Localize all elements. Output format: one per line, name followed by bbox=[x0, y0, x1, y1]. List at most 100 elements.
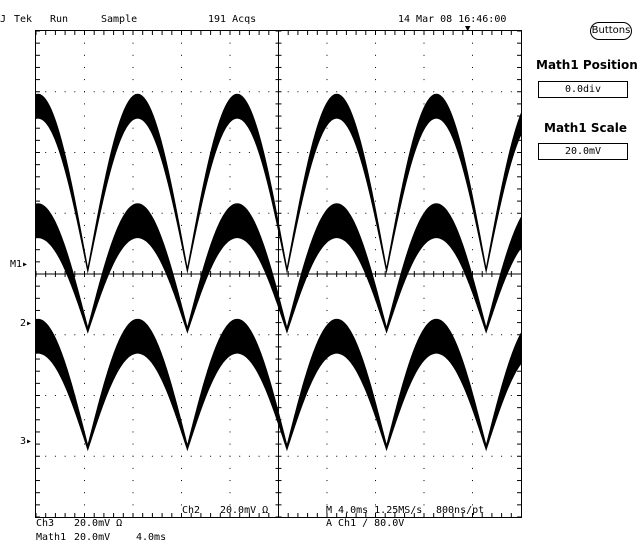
math1-position-field[interactable]: 0.0div bbox=[538, 81, 628, 98]
grid-dot bbox=[132, 127, 134, 129]
grid-dot bbox=[54, 212, 56, 214]
grid-dot bbox=[423, 66, 425, 68]
grid-dot bbox=[181, 176, 182, 178]
grid-dot bbox=[84, 455, 85, 457]
math1-marker[interactable]: M1▸ bbox=[10, 259, 28, 270]
grid-dot bbox=[181, 152, 182, 153]
grid-dot bbox=[491, 334, 493, 336]
date-time: 14 Mar 08 16:46:00 bbox=[398, 14, 507, 25]
grid-dot bbox=[287, 455, 289, 457]
grid-dot bbox=[132, 188, 134, 190]
grid-dot bbox=[297, 152, 299, 153]
trigger-readout: A Ch1 ∕ 80.0V bbox=[326, 518, 405, 529]
grid-dot bbox=[210, 212, 212, 214]
grid-dot bbox=[501, 152, 503, 153]
grid-dot bbox=[326, 91, 328, 93]
grid-dot bbox=[355, 395, 357, 396]
grid-dot bbox=[84, 54, 85, 56]
grid-dot bbox=[326, 164, 328, 166]
grid-dot bbox=[132, 152, 134, 153]
grid-dot bbox=[394, 91, 396, 93]
grid-dot bbox=[93, 212, 95, 214]
grid-dot bbox=[132, 200, 134, 202]
grid-dot bbox=[258, 334, 260, 336]
ch2-trace bbox=[36, 203, 521, 334]
grid-dot bbox=[181, 212, 182, 214]
grid-dot bbox=[384, 395, 386, 396]
grid-dot bbox=[452, 212, 454, 214]
grid-dot bbox=[181, 66, 182, 68]
grid-dot bbox=[472, 419, 473, 421]
ch3-marker[interactable]: 3▸ bbox=[20, 436, 32, 447]
grid-dot bbox=[248, 152, 250, 153]
grid-dot bbox=[122, 212, 124, 214]
grid-dot bbox=[103, 91, 105, 93]
grid-dot bbox=[190, 91, 192, 93]
grid-dot bbox=[210, 91, 212, 93]
grid-dot bbox=[326, 79, 328, 81]
grid-dot bbox=[404, 152, 406, 153]
grid-dot bbox=[287, 334, 289, 336]
grid-dot bbox=[510, 212, 512, 214]
ch2-marker-label: 2 bbox=[20, 318, 27, 329]
grid-dot bbox=[423, 164, 425, 166]
grid-dot bbox=[326, 467, 328, 469]
grid-dot bbox=[122, 395, 124, 396]
grid-dot bbox=[229, 152, 231, 153]
buttons-button[interactable]: Buttons bbox=[590, 22, 632, 40]
grid-dot bbox=[84, 492, 85, 494]
grid-dot bbox=[433, 91, 435, 93]
grid-dot bbox=[74, 334, 76, 336]
grid-dot bbox=[239, 91, 241, 93]
grid-dot bbox=[181, 370, 182, 372]
grid-dot bbox=[375, 152, 376, 153]
grid-dot bbox=[122, 455, 124, 457]
grid-dot bbox=[113, 455, 115, 457]
grid-dot bbox=[229, 176, 231, 178]
grid-dot bbox=[423, 91, 425, 93]
grid-dot bbox=[171, 212, 173, 214]
ch3-readout-label: Ch3 bbox=[36, 518, 55, 529]
grid-dot bbox=[442, 152, 444, 153]
grid-dot bbox=[74, 212, 76, 214]
grid-dot bbox=[161, 455, 163, 457]
ch2-marker[interactable]: 2▸ bbox=[20, 318, 32, 329]
grid-dot bbox=[307, 455, 309, 457]
math1-scale-field[interactable]: 20.0mV bbox=[538, 143, 628, 160]
grid-dot bbox=[258, 395, 260, 396]
grid-dot bbox=[200, 212, 202, 214]
grid-dot bbox=[326, 492, 328, 494]
grid-dot bbox=[84, 309, 85, 311]
grid-dot bbox=[132, 164, 134, 166]
grid-dot bbox=[229, 370, 231, 372]
grid-dot bbox=[229, 285, 231, 287]
grid-dot bbox=[229, 480, 231, 482]
grid-dot bbox=[365, 91, 367, 93]
grid-dot bbox=[375, 492, 376, 494]
grid-dot bbox=[219, 152, 221, 153]
grid-dot bbox=[122, 91, 124, 93]
grid-dot bbox=[93, 395, 95, 396]
grid-dot bbox=[93, 152, 95, 153]
grid-dot bbox=[472, 504, 473, 506]
trigger-position-icon: ▼ bbox=[465, 24, 471, 34]
scope-display[interactable] bbox=[35, 30, 522, 518]
grid-dot bbox=[151, 455, 153, 457]
grid-dot bbox=[84, 346, 85, 348]
grid-dot bbox=[491, 152, 493, 153]
grid-dot bbox=[501, 334, 503, 336]
grid-dot bbox=[229, 188, 231, 190]
grid-dot bbox=[394, 455, 396, 457]
grid-dot bbox=[452, 334, 454, 336]
grid-dot bbox=[84, 443, 85, 445]
ch3-readout-scale: 20.0mV Ω bbox=[74, 518, 123, 529]
grid-dot bbox=[345, 91, 347, 93]
grid-dot bbox=[229, 139, 231, 141]
grid-dot bbox=[375, 419, 376, 421]
grid-dot bbox=[501, 91, 503, 93]
grid-dot bbox=[442, 455, 444, 457]
math1-position-title: Math1 Position bbox=[536, 58, 638, 72]
grid-dot bbox=[413, 395, 415, 396]
grid-dot bbox=[45, 395, 47, 396]
grid-dot bbox=[375, 504, 376, 506]
